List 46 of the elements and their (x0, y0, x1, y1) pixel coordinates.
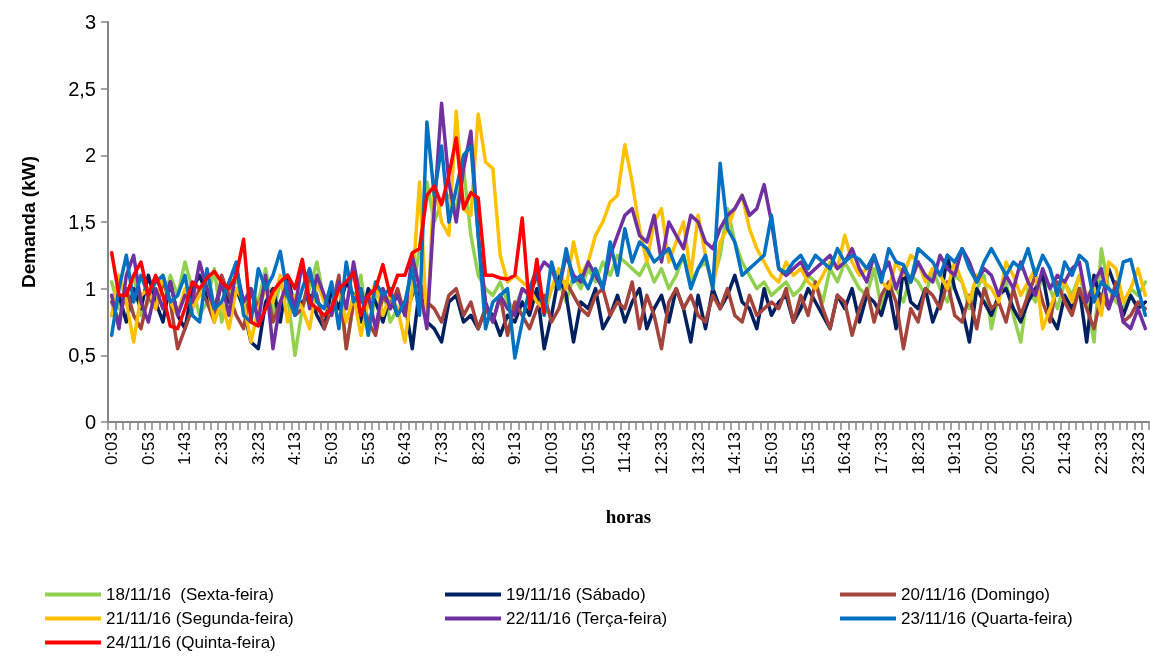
x-tick-label: 18:23 (908, 432, 928, 475)
x-tick-label: 10:53 (578, 432, 598, 475)
legend-label: 20/11/16 (Domingo) (901, 585, 1050, 604)
x-tick-label: 3:23 (248, 432, 268, 466)
x-tick-label: 0:03 (102, 432, 122, 466)
x-axis-title: horas (605, 506, 652, 527)
x-tick-label: 22:33 (1091, 432, 1111, 475)
x-tick-label: 8:23 (468, 432, 488, 466)
x-tick-label: 5:03 (322, 432, 342, 466)
legend-label: 21/11/16 (Segunda-feira) (106, 609, 294, 628)
y-tick-label: 1 (84, 277, 96, 300)
legend-label: 18/11/16 (Sexta-feira) (106, 585, 274, 604)
x-tick-label: 15:53 (798, 432, 818, 475)
x-tick-label: 20:03 (981, 432, 1001, 475)
x-tick-label: 7:33 (432, 432, 452, 466)
y-tick-label: 3 (84, 11, 96, 33)
y-tick-label: 2,5 (68, 77, 96, 100)
y-axis-title: Demanda (kW) (18, 156, 39, 288)
x-tick-label: 17:33 (871, 432, 891, 475)
legend-label: 19/11/16 (Sábado) (506, 585, 646, 604)
x-tick-label: 6:43 (395, 432, 415, 466)
x-tick-label: 14:13 (725, 432, 745, 475)
legend-label: 23/11/16 (Quarta-feira) (901, 609, 1073, 628)
x-tick-label: 20:53 (1018, 432, 1038, 475)
x-tick-label: 11:43 (615, 432, 635, 474)
x-tick-label: 15:03 (761, 432, 781, 475)
x-tick-label: 21:43 (1055, 432, 1075, 475)
x-tick-label: 5:53 (358, 432, 378, 466)
x-tick-label: 1:43 (175, 432, 195, 466)
y-tick-label: 0,5 (68, 344, 96, 367)
x-tick-label: 4:13 (285, 432, 305, 466)
line-series (109, 136, 546, 331)
x-tick-label: 10:03 (542, 432, 562, 475)
y-tick-label: 2 (84, 144, 96, 167)
x-tick-label: 16:43 (835, 432, 855, 475)
x-tick-label: 13:23 (688, 432, 708, 475)
x-tick-label: 12:33 (651, 432, 671, 475)
y-tick-label: 1,5 (68, 211, 96, 233)
legend-label: 22/11/16 (Terça-feira) (506, 609, 668, 628)
x-tick-label: 23:23 (1128, 432, 1148, 475)
y-tick-label: 0 (84, 411, 96, 433)
x-tick-label: 0:53 (138, 432, 158, 466)
x-tick-label: 2:33 (212, 432, 232, 466)
x-tick-label: 9:13 (505, 432, 525, 466)
legend-label: 24/11/16 (Quinta-feira) (106, 633, 276, 652)
x-tick-label: 19:13 (945, 432, 965, 475)
